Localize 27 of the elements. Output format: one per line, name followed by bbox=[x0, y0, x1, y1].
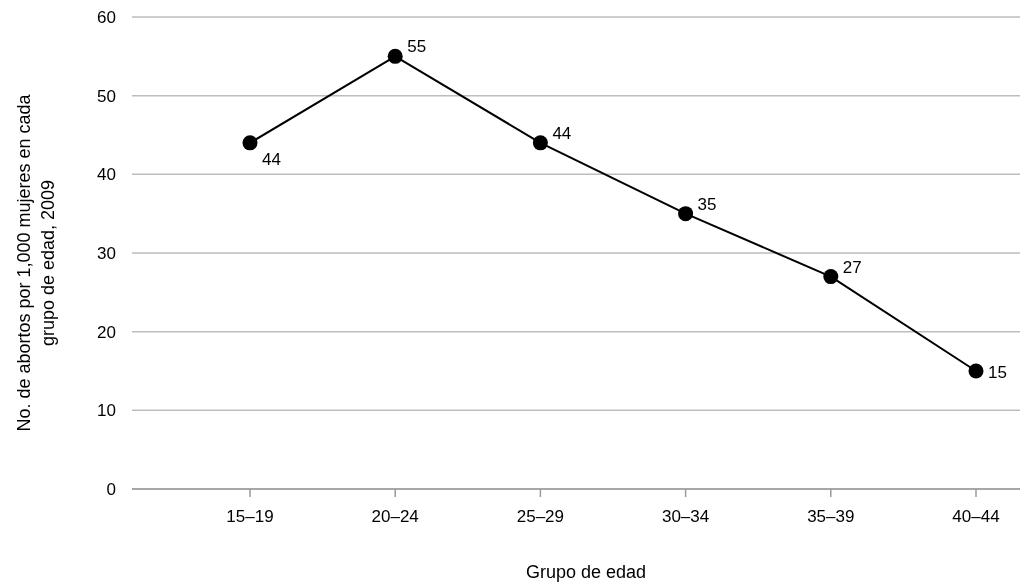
y-tick-label: 0 bbox=[106, 480, 116, 499]
x-tick-label: 20–24 bbox=[371, 507, 419, 526]
point bbox=[823, 269, 839, 285]
data-label: 27 bbox=[842, 257, 862, 277]
y-tick-label: 10 bbox=[97, 401, 116, 421]
x-tick-label: 15–19 bbox=[226, 507, 274, 526]
x-axis-title: Grupo de edad bbox=[525, 562, 647, 582]
y-tick-label: 30 bbox=[97, 244, 116, 263]
data-label: 44 bbox=[552, 123, 572, 143]
data-label: 55 bbox=[407, 37, 427, 57]
y-tick-label: 40 bbox=[97, 165, 116, 185]
data-label: 35 bbox=[697, 194, 717, 214]
x-tick-label: 25–29 bbox=[516, 507, 565, 526]
data-label: 44 bbox=[262, 149, 281, 169]
x-tick-label: 30–34 bbox=[661, 507, 710, 526]
y-axis-title: No. de abortos por 1,000 mujeres en cada grupo de edad, 2009 bbox=[14, 93, 58, 432]
x-tick-label: 35–39 bbox=[807, 507, 855, 526]
y-tick-label: 50 bbox=[97, 86, 116, 106]
point bbox=[532, 135, 548, 151]
data-label: 15 bbox=[988, 363, 1007, 382]
point bbox=[678, 206, 694, 222]
point bbox=[968, 363, 984, 379]
y-tick-label: 20 bbox=[97, 322, 116, 342]
y-tick-label: 60 bbox=[97, 8, 116, 27]
point bbox=[387, 48, 403, 64]
point bbox=[242, 135, 258, 151]
x-tick-label: 40–44 bbox=[952, 507, 1000, 526]
